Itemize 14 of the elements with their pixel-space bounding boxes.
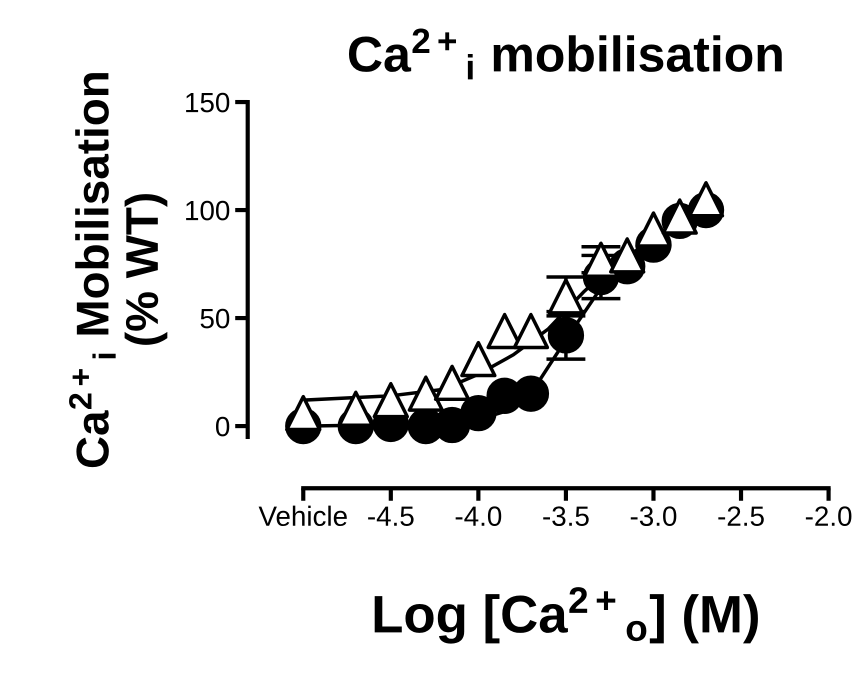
y-tick-label: 100 [186,200,230,220]
y-tick-label: 150 [186,92,230,112]
x-tick-label: -3.5 [543,506,589,526]
x-tick-label: -3.0 [630,506,676,526]
y-tick-label: 50 [200,308,230,328]
y-tick-label: 0 [216,416,230,436]
x-tick-label: -2.0 [806,506,852,526]
x-tick-label: -4.0 [456,506,502,526]
x-axis-title: Log [Ca$^{2+}$$_{o}$] (M) [374,587,758,644]
x-tick-label: -2.5 [718,506,764,526]
y-axis-title: Ca$^{2+}$$_{i}$ Mobilisation (% WT) [69,73,168,468]
x-tick-label: Vehicle [258,506,347,526]
chart-title: Ca$^{2+}$$_{i}$ mobilisation [348,28,782,80]
x-tick-label: -4.5 [368,506,414,526]
